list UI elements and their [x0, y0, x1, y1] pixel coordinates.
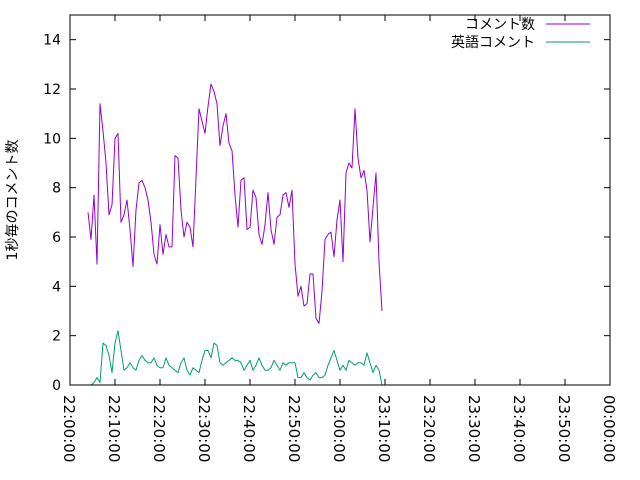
x-tick-label: 22:00:00: [60, 395, 78, 462]
legend-label: コメント数: [465, 17, 535, 33]
axes-layer: 0 2 4 6 8 10 12 14 22:00:00 22:10:00 22:20:00 22:30…: [43, 14, 618, 462]
y-tick-label: 14: [43, 33, 61, 49]
y-tick-label: 12: [43, 82, 61, 98]
x-tick-label: 22:20:00: [150, 395, 168, 462]
x-tick-label: 23:00:00: [330, 395, 348, 462]
x-tick-label: 22:10:00: [105, 395, 123, 462]
y-tick-label: 2: [52, 329, 61, 345]
x-tick-label: 22:40:00: [240, 395, 258, 462]
series-line-2: [88, 330, 383, 386]
y-axis-label: 1秒毎のコメント数: [5, 140, 21, 261]
y-tick-label: 0: [52, 378, 61, 394]
series-line-1: [87, 83, 383, 324]
y-tick-label: 4: [52, 279, 61, 295]
x-tick-label: 23:50:00: [555, 395, 573, 462]
legend-label: 英語コメント: [451, 34, 535, 51]
x-tick-label: 23:40:00: [510, 395, 528, 462]
y-tick-label: 8: [52, 181, 61, 197]
x-tick-label: 00:00:00: [600, 395, 618, 462]
y-tick-label: 10: [43, 131, 61, 147]
x-tick-label: 23:20:00: [420, 395, 438, 462]
x-tick-label: 22:30:00: [195, 395, 213, 462]
series-layer: [87, 83, 383, 386]
x-tick-label: 23:30:00: [465, 395, 483, 462]
x-tick-label: 23:10:00: [375, 395, 393, 462]
x-tick-label: 22:50:00: [285, 395, 303, 462]
y-tick-label: 6: [52, 230, 61, 246]
